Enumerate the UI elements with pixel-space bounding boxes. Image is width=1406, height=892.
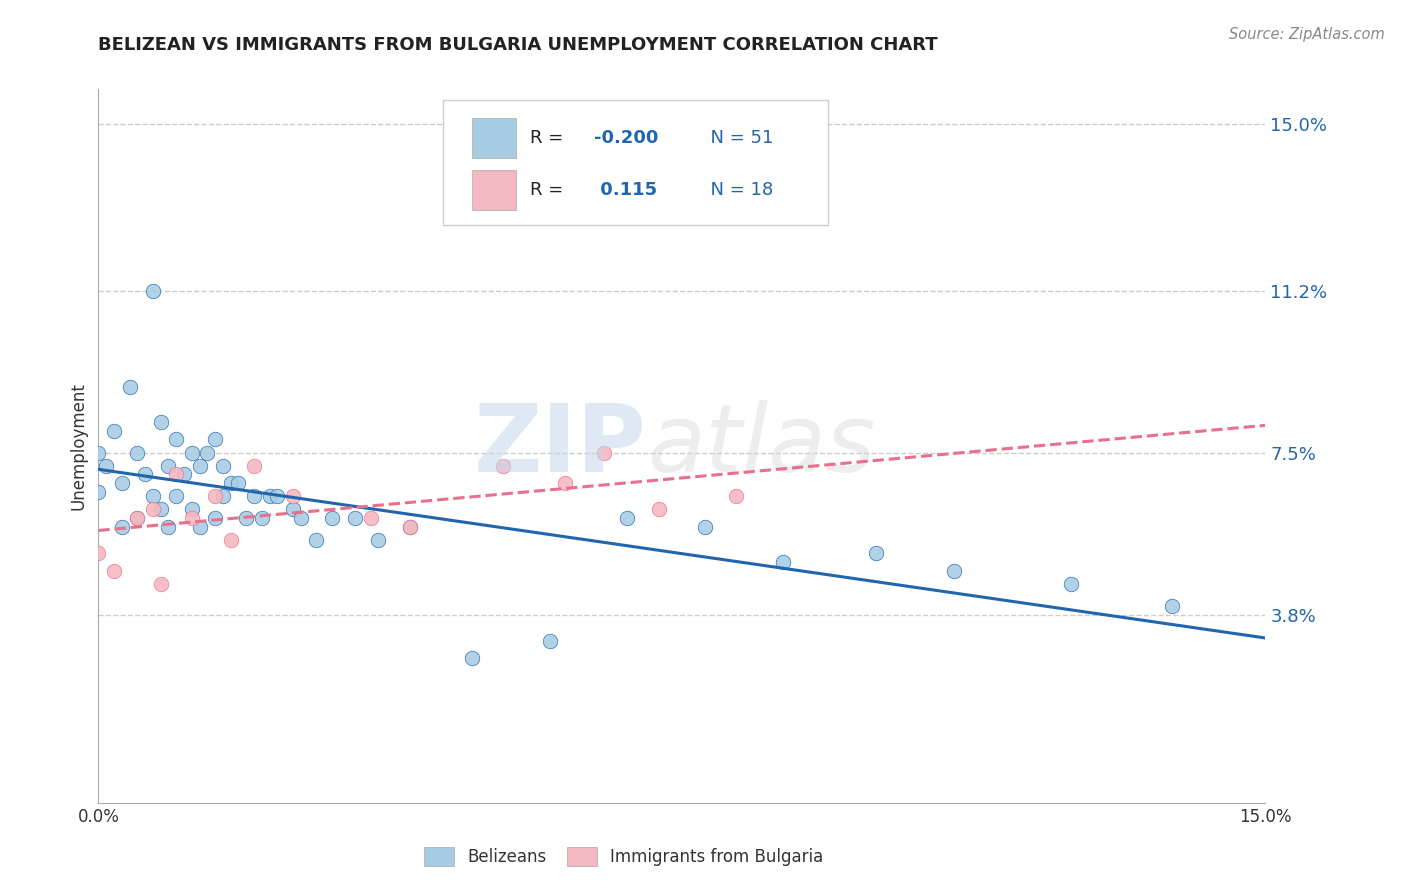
Point	[111, 520, 134, 534]
Point	[1161, 599, 1184, 613]
Y-axis label: Unemployment: Unemployment	[69, 382, 87, 510]
Point	[228, 476, 250, 491]
Point	[398, 520, 420, 534]
Point	[305, 533, 328, 548]
Point	[127, 511, 149, 525]
Legend: Belizeans, Immigrants from Bulgaria: Belizeans, Immigrants from Bulgaria	[425, 847, 823, 866]
Point	[219, 476, 242, 491]
Point	[149, 502, 172, 516]
Point	[180, 502, 202, 516]
Point	[943, 564, 966, 578]
Point	[461, 651, 484, 665]
Point	[725, 489, 748, 503]
Point	[243, 489, 266, 503]
Point	[204, 433, 226, 447]
Text: atlas: atlas	[647, 401, 875, 491]
Point	[250, 511, 273, 525]
Text: R =: R =	[530, 129, 569, 147]
Point	[149, 577, 172, 591]
Point	[344, 511, 367, 525]
Text: BELIZEAN VS IMMIGRANTS FROM BULGARIA UNEMPLOYMENT CORRELATION CHART: BELIZEAN VS IMMIGRANTS FROM BULGARIA UNE…	[98, 36, 938, 54]
Point	[195, 445, 218, 459]
Point	[180, 511, 202, 525]
Point	[593, 445, 616, 459]
Point	[142, 489, 165, 503]
Point	[212, 458, 235, 473]
Text: N = 18: N = 18	[699, 181, 773, 199]
Point	[103, 564, 125, 578]
Text: 0.115: 0.115	[595, 181, 658, 199]
Point	[149, 415, 172, 429]
Point	[695, 520, 717, 534]
Point	[96, 458, 118, 473]
Text: ZIP: ZIP	[474, 400, 647, 492]
Point	[87, 546, 110, 560]
Point	[118, 380, 141, 394]
Point	[204, 511, 226, 525]
Point	[87, 445, 110, 459]
Point	[219, 533, 242, 548]
Point	[538, 633, 561, 648]
Point	[360, 511, 382, 525]
Point	[772, 555, 794, 569]
Point	[204, 489, 226, 503]
Point	[616, 511, 638, 525]
Point	[165, 489, 187, 503]
Text: Source: ZipAtlas.com: Source: ZipAtlas.com	[1229, 27, 1385, 42]
FancyBboxPatch shape	[443, 100, 828, 225]
Point	[157, 458, 180, 473]
Point	[259, 489, 281, 503]
FancyBboxPatch shape	[472, 170, 516, 210]
Point	[127, 511, 149, 525]
Point	[165, 433, 187, 447]
Point	[554, 476, 576, 491]
Point	[103, 424, 125, 438]
Point	[134, 467, 156, 482]
Point	[281, 502, 304, 516]
Text: -0.200: -0.200	[595, 129, 659, 147]
Point	[281, 489, 304, 503]
Point	[188, 458, 211, 473]
Point	[865, 546, 887, 560]
Point	[290, 511, 312, 525]
Point	[398, 520, 420, 534]
Point	[367, 533, 389, 548]
Text: R =: R =	[530, 181, 569, 199]
Point	[321, 511, 343, 525]
Point	[188, 520, 211, 534]
Point	[243, 458, 266, 473]
Point	[1060, 577, 1083, 591]
Point	[173, 467, 195, 482]
Point	[492, 458, 515, 473]
Point	[142, 502, 165, 516]
Point	[212, 489, 235, 503]
FancyBboxPatch shape	[472, 119, 516, 158]
Point	[647, 502, 669, 516]
Point	[87, 485, 110, 500]
Point	[111, 476, 134, 491]
Point	[266, 489, 288, 503]
Text: N = 51: N = 51	[699, 129, 773, 147]
Point	[142, 284, 165, 298]
Point	[165, 467, 187, 482]
Point	[157, 520, 180, 534]
Point	[235, 511, 257, 525]
Point	[127, 445, 149, 459]
Point	[180, 445, 202, 459]
